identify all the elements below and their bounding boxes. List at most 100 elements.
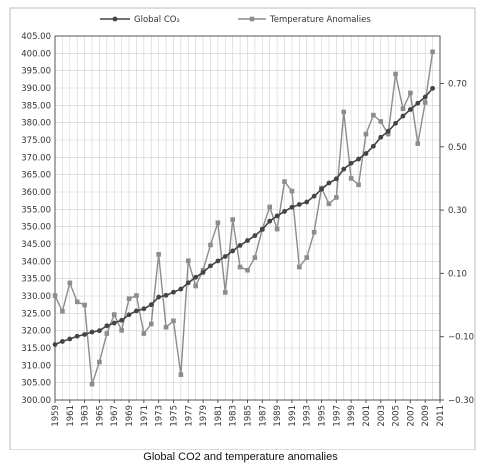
co2-data-point [222, 254, 228, 259]
temperature-data-point [311, 229, 317, 235]
co2-data-point [156, 294, 162, 300]
temperature-data-point [385, 131, 391, 137]
x-tick-label: 1989 [273, 405, 283, 427]
co2-data-point [163, 292, 169, 298]
co2-data-point [311, 193, 317, 199]
temperature-data-point [334, 195, 339, 200]
co2-data-point [422, 94, 428, 100]
right-tick-label: 0.50 [448, 143, 467, 153]
temperature-data-point [363, 131, 369, 137]
temperature-data-point [97, 359, 102, 365]
temperature-data-point [230, 217, 235, 222]
x-tick-label: 1991 [288, 405, 298, 427]
left-tick-label: 400.00 [21, 49, 51, 59]
right-tick-label: 0.10 [448, 269, 467, 279]
temperature-data-point [222, 290, 228, 295]
x-tick-label: 1971 [140, 405, 150, 427]
left-tick-label: 380.00 [21, 119, 51, 129]
co2-data-point [89, 329, 95, 335]
temperature-data-point [348, 176, 354, 181]
co2-data-point [193, 274, 199, 280]
left-tick-label: 360.00 [21, 188, 51, 198]
temperature-data-point [245, 267, 250, 273]
co2-data-point [237, 242, 243, 248]
temperature-data-point [134, 293, 139, 298]
temperature-data-point [52, 293, 58, 298]
x-tick-label: 2003 [377, 405, 387, 427]
legend-co2-marker [112, 16, 118, 22]
chart-frame [9, 7, 476, 450]
temperature-data-point [82, 302, 87, 308]
legend-co2-label: Global CO₂ [134, 15, 180, 25]
co2-data-point [82, 332, 88, 337]
temperature-data-point [274, 226, 280, 232]
co2-data-point [200, 270, 206, 275]
temperature-data-point [215, 220, 221, 226]
temperature-data-point [289, 188, 295, 194]
temperature-data-point [297, 264, 302, 270]
x-tick-label: 2005 [392, 405, 402, 427]
x-axis: 1959 1961 1963 1965 1967 1969 1971 1973 1975 1977… [51, 400, 446, 427]
temperature-data-point [67, 280, 73, 286]
co2-data-point [407, 107, 413, 112]
co2-data-point [208, 263, 213, 269]
co2-data-point [134, 308, 139, 314]
temperature-data-point [171, 318, 176, 324]
temperature-data-point [356, 182, 361, 188]
co2-data-point [126, 312, 132, 318]
temperature-data-point [60, 309, 65, 314]
co2-data-point [333, 176, 339, 182]
left-tick-label: 355.00 [21, 205, 51, 215]
co2-data-point [230, 248, 236, 254]
temperature-data-point [430, 49, 435, 55]
chart-caption: Global CO2 and temperature anomalies [143, 451, 338, 463]
right-axis: −0.30 −0.10 0.10 0.30 0.50 0.70 [440, 79, 474, 406]
x-tick-label: 2001 [362, 405, 372, 427]
co2-data-point [378, 134, 384, 140]
temperature-data-point [111, 312, 117, 317]
co2-data-point [319, 186, 324, 192]
temperature-data-point [400, 106, 406, 112]
co2-data-point [296, 202, 302, 207]
temperature-data-point [393, 71, 398, 77]
temperature-data-point [415, 141, 421, 146]
left-tick-label: 315.00 [21, 344, 51, 354]
co2-data-point [370, 143, 376, 149]
co2-data-point [52, 342, 58, 347]
temperature-data-point [141, 331, 147, 336]
x-tick-label: 1987 [258, 405, 268, 427]
temperature-data-point [178, 372, 184, 377]
co2-data-point [363, 151, 369, 156]
left-tick-label: 390.00 [21, 84, 51, 94]
left-tick-label: 300.00 [21, 396, 51, 406]
x-tick-label: 1977 [184, 405, 194, 427]
co2-data-point [356, 156, 361, 162]
left-tick-label: 330.00 [21, 292, 51, 302]
temperature-data-point [126, 296, 132, 302]
co2-data-point [282, 209, 287, 214]
left-axis: 300.00 305.00 310.00 315.00 320.00 325.00 330.… [21, 32, 51, 406]
temperature-data-point [148, 321, 154, 327]
temperature-data-point [408, 90, 413, 96]
left-tick-label: 335.00 [21, 275, 51, 285]
left-tick-label: 370.00 [21, 153, 51, 163]
temperature-data-point [119, 328, 124, 333]
temperature-data-point [237, 264, 243, 270]
x-tick-label: 1973 [155, 405, 165, 427]
temperature-data-point [378, 119, 384, 124]
left-tick-label: 350.00 [21, 223, 51, 233]
co2-data-point [178, 286, 184, 292]
x-tick-label: 1997 [332, 405, 342, 427]
co2-data-point [430, 85, 435, 91]
x-tick-label: 1969 [125, 405, 135, 427]
left-tick-label: 340.00 [21, 257, 51, 267]
co2-data-point [74, 333, 80, 339]
co2-data-point [415, 100, 421, 106]
co2-data-point [67, 336, 73, 342]
temperature-data-point [163, 324, 169, 330]
co2-data-point [97, 328, 102, 334]
co2-data-point [215, 258, 221, 264]
co2-data-point [259, 227, 265, 232]
temperature-data-point [326, 201, 332, 207]
x-tick-label: 1993 [303, 405, 313, 427]
